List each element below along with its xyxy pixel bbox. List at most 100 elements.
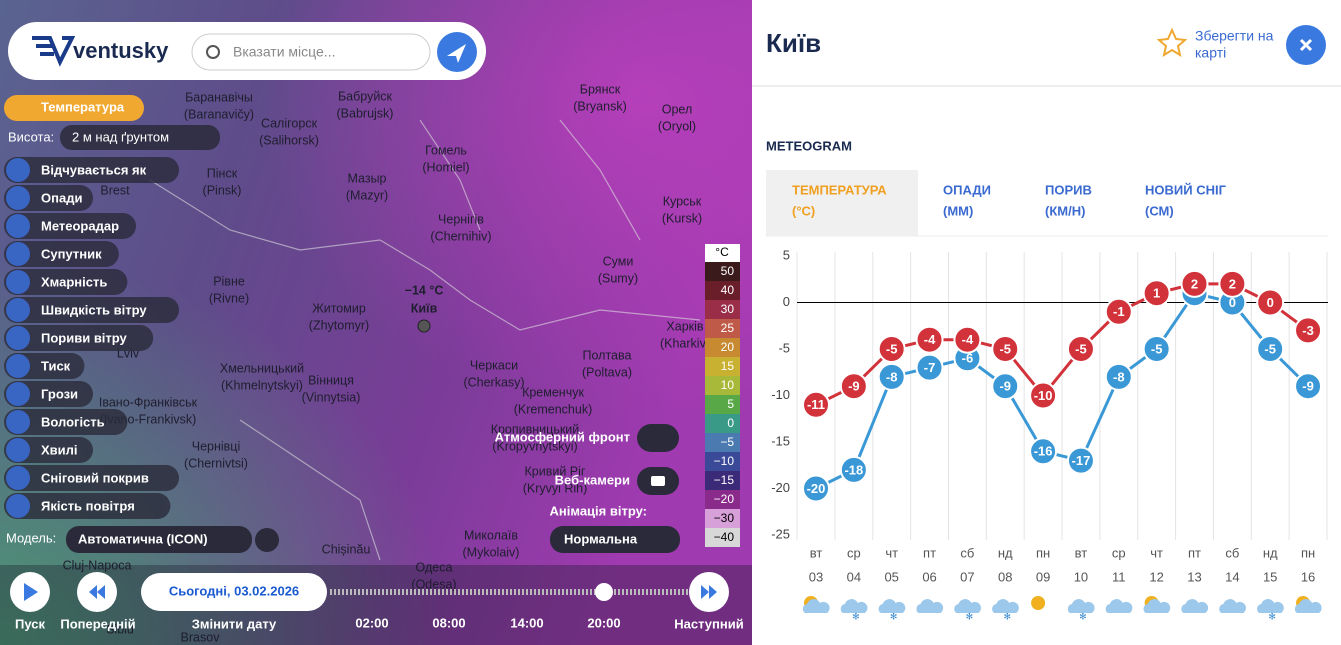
legend-label: −40: [714, 530, 735, 544]
locate-icon: [447, 44, 466, 63]
info-button[interactable]: [255, 528, 279, 552]
city-name[interactable]: Миколаїв: [464, 528, 518, 542]
date-button[interactable]: [141, 573, 327, 611]
star-icon[interactable]: [1156, 27, 1188, 58]
cloud-icon: [1105, 599, 1133, 613]
layer-pill[interactable]: [4, 157, 179, 183]
city-latin: (Salihorsk): [259, 133, 319, 147]
time-knob[interactable]: [595, 583, 613, 601]
temp-label: -5: [1075, 341, 1087, 356]
legend-swatch: [705, 433, 740, 452]
layer-label: Сніговий покрив: [41, 470, 149, 485]
city-name[interactable]: Chișinău: [322, 542, 371, 556]
temp-label: 1: [1153, 286, 1160, 301]
city-name[interactable]: Вінниця: [308, 373, 354, 387]
city-latin: (Vinnytsia): [302, 390, 361, 404]
height-select[interactable]: [60, 125, 220, 150]
city-latin: (Homiel): [422, 160, 469, 174]
animation-select[interactable]: [550, 526, 680, 553]
city-name[interactable]: Одеса: [416, 560, 453, 574]
temp-point: [1142, 279, 1171, 308]
city-name[interactable]: Кривий Ріг: [525, 464, 586, 478]
city-name[interactable]: Sibiu: [106, 622, 134, 636]
tab-label[interactable]: НОВИЙ СНІГ: [1145, 182, 1227, 197]
date-label: 07: [960, 569, 974, 584]
city-name[interactable]: Кременчук: [522, 385, 584, 399]
city-name[interactable]: Суми: [603, 254, 634, 268]
tab-label[interactable]: ОПАДИ: [943, 182, 991, 197]
temp-point: [1029, 437, 1058, 466]
temp-point: [877, 362, 906, 391]
layer-label: Опади: [41, 190, 82, 205]
tab-label[interactable]: ПОРИВ: [1045, 182, 1092, 197]
active-layer-label: Температура: [41, 99, 125, 114]
city-name[interactable]: Курськ: [663, 194, 702, 208]
next-icon: [701, 585, 717, 599]
temp-label: -10: [1034, 388, 1053, 403]
city-name[interactable]: Чернігів: [438, 212, 484, 226]
city-name[interactable]: Орел: [662, 102, 693, 116]
layer-icon: [6, 298, 30, 322]
model-select[interactable]: [66, 526, 252, 553]
date-label: Сьогодні, 03.02.2026: [169, 583, 299, 598]
front-button[interactable]: [637, 424, 679, 452]
legend-label: 30: [721, 302, 735, 316]
city-latin: (Oryol): [658, 119, 696, 133]
marker-city: Київ: [411, 301, 438, 315]
city-name[interactable]: Харків: [666, 319, 703, 333]
city-name[interactable]: Баранавічы: [185, 90, 253, 104]
temp-label: 2: [1191, 276, 1198, 291]
city-name[interactable]: Брянск: [580, 82, 621, 96]
city-name[interactable]: Хмельницький: [220, 361, 304, 375]
height-value: 2 м над ґрунтом: [72, 129, 169, 144]
section-title: METEOGRAM: [766, 138, 852, 153]
city-name[interactable]: Cluj-Napoca: [63, 558, 132, 572]
legend-swatch: [705, 338, 740, 357]
layer-pill[interactable]: [4, 409, 128, 435]
temp-point: [915, 353, 944, 382]
layer-icon: [6, 494, 30, 518]
city-name[interactable]: Мазыр: [347, 171, 386, 185]
cloud-icon: [1143, 599, 1171, 613]
tab-label[interactable]: ТЕМПЕРАТУРА: [792, 182, 887, 197]
legend-label: 40: [721, 283, 735, 297]
city-latin: (Kryvyi Rih): [523, 481, 588, 495]
layer-pill[interactable]: [4, 241, 119, 267]
layer-label: Грози: [41, 386, 78, 401]
legend-label: 10: [721, 378, 735, 392]
city-name[interactable]: Житомир: [312, 301, 366, 315]
city-name[interactable]: Рівне: [213, 274, 245, 288]
layer-label: Тиск: [41, 358, 71, 373]
city-name[interactable]: Brasov: [181, 630, 221, 644]
layer-pill[interactable]: [4, 213, 136, 239]
date-label: 13: [1187, 569, 1201, 584]
layer-pill[interactable]: [4, 297, 179, 323]
city-name[interactable]: Кропивницький: [491, 422, 580, 436]
temp-label: -6: [962, 351, 974, 366]
city-name[interactable]: Чернівці: [192, 439, 241, 453]
city-name[interactable]: Салігорск: [261, 116, 318, 130]
layer-pill[interactable]: [4, 325, 154, 351]
layer-pill[interactable]: [4, 465, 179, 491]
layer-icon: [6, 382, 30, 406]
y-tick-label: -5: [778, 340, 790, 355]
temp-label: -9: [1302, 379, 1314, 394]
day-label: ср: [847, 545, 861, 560]
city-name[interactable]: Черкаси: [470, 358, 518, 372]
city-name[interactable]: Івано-Франківськ: [99, 395, 198, 409]
layer-pill[interactable]: [4, 269, 128, 295]
date-label: 08: [998, 569, 1012, 584]
city-name[interactable]: Гомель: [425, 143, 467, 157]
city-name[interactable]: Brest: [100, 183, 130, 197]
city-name[interactable]: Бабруйск: [338, 89, 393, 103]
city-latin: (Poltava): [582, 365, 632, 379]
layer-pill[interactable]: [4, 493, 171, 519]
city-name[interactable]: Пінск: [207, 166, 238, 180]
active-layer[interactable]: [4, 95, 144, 121]
prev-icon: [89, 585, 105, 599]
city-name[interactable]: Полтава: [583, 348, 632, 362]
legend-unit: °C: [715, 245, 729, 259]
search-input[interactable]: [191, 33, 431, 71]
legend-swatch: [705, 452, 740, 471]
